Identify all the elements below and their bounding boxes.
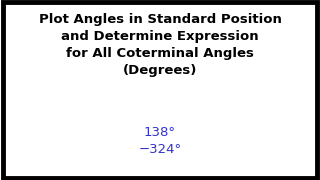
Text: Plot Angles in Standard Position
and Determine Expression
for All Coterminal Ang: Plot Angles in Standard Position and Det…: [39, 13, 281, 77]
Text: 138°
−324°: 138° −324°: [139, 126, 181, 156]
